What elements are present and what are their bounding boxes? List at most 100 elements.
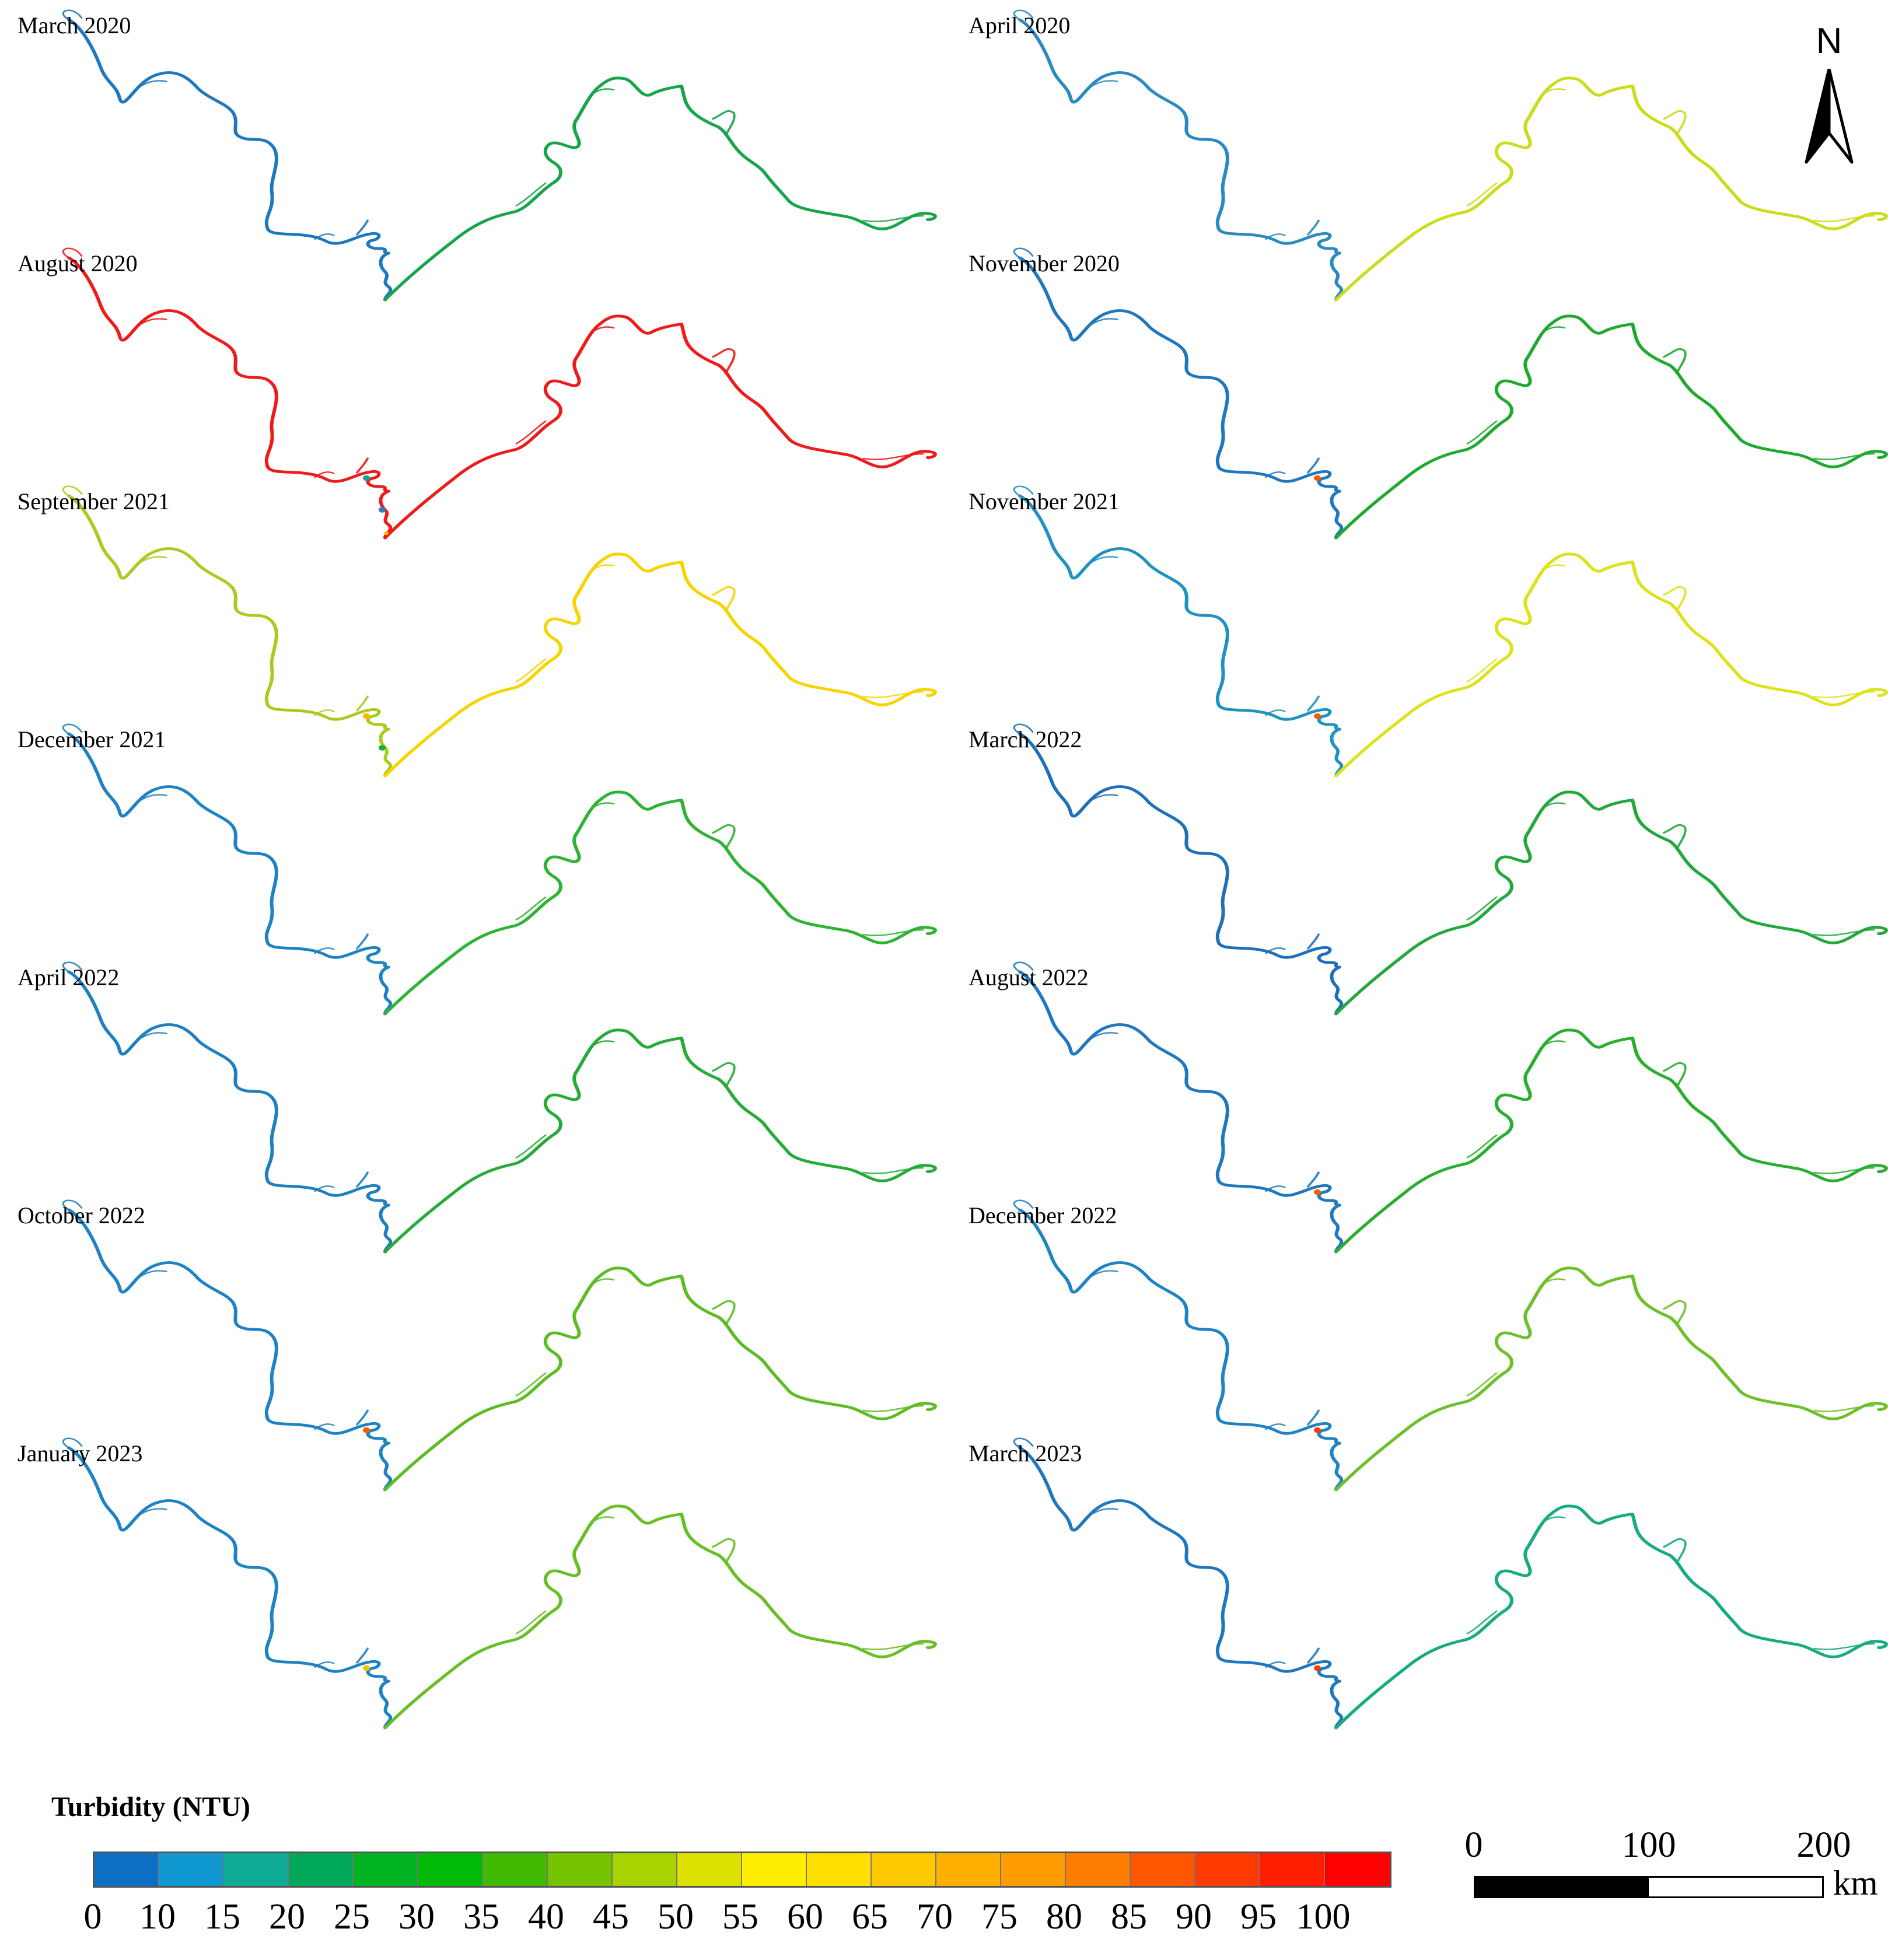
river-turbidity-map bbox=[62, 247, 938, 540]
legend-swatch bbox=[548, 1853, 613, 1886]
river-upstream-segment bbox=[67, 1446, 393, 1730]
river-upstream-tail bbox=[62, 247, 83, 259]
river-upstream-side-channel bbox=[1307, 1171, 1320, 1188]
river-turbidity-map bbox=[1013, 1437, 1889, 1730]
scale-unit: km bbox=[1833, 1864, 1878, 1902]
river-downstream-side-channel bbox=[1466, 1134, 1498, 1158]
turbidity-hotspot bbox=[384, 531, 389, 536]
river-downstream-side-channel bbox=[862, 1643, 924, 1650]
river-downstream-side-channel bbox=[1540, 326, 1566, 334]
legend-swatch bbox=[483, 1853, 548, 1886]
river-upstream-tail bbox=[1013, 9, 1034, 21]
panel-date-label: December 2022 bbox=[969, 1202, 1117, 1228]
legend-swatch bbox=[613, 1853, 677, 1886]
legend-tick-label: 95 bbox=[1240, 1897, 1277, 1937]
river-upstream-side-channel bbox=[314, 1661, 335, 1668]
legend-tick-label: 20 bbox=[269, 1897, 305, 1937]
river-upstream-segment bbox=[67, 494, 393, 778]
river-downstream-segment bbox=[383, 314, 938, 540]
river-upstream-tail bbox=[62, 961, 83, 973]
river-upstream-side-channel bbox=[139, 556, 167, 564]
river-upstream-tail bbox=[1013, 247, 1034, 259]
river-upstream-side-channel bbox=[1265, 1185, 1286, 1192]
scale-bar-white-segment bbox=[1649, 1878, 1822, 1896]
river-downstream-segment bbox=[1334, 76, 1889, 302]
river-upstream-tail bbox=[62, 9, 83, 21]
river-downstream-side-channel bbox=[515, 1134, 547, 1158]
river-downstream-side-channel bbox=[1813, 929, 1875, 936]
river-turbidity-map bbox=[62, 485, 938, 778]
river-turbidity-map bbox=[1013, 485, 1889, 778]
legend-tick-label: 40 bbox=[528, 1897, 564, 1937]
river-downstream-side-channel bbox=[589, 326, 615, 334]
panel-date-label: October 2022 bbox=[18, 1202, 145, 1228]
river-upstream-segment bbox=[1018, 732, 1344, 1016]
river-upstream-tail bbox=[62, 1437, 83, 1449]
river-downstream-side-channel bbox=[1466, 420, 1498, 444]
river-downstream-side-channel bbox=[862, 691, 924, 698]
river-downstream-side-channel bbox=[712, 1538, 736, 1565]
river-downstream-side-channel bbox=[1466, 1610, 1498, 1634]
legend-tick-label: 100 bbox=[1296, 1897, 1351, 1937]
river-upstream-segment bbox=[1018, 970, 1344, 1254]
legend-tick-label: 75 bbox=[981, 1897, 1018, 1937]
river-downstream-side-channel bbox=[515, 420, 547, 444]
river-downstream-side-channel bbox=[1663, 1538, 1687, 1565]
panel-date-label: August 2020 bbox=[18, 250, 138, 276]
river-downstream-side-channel bbox=[1540, 1040, 1566, 1048]
legend-tick-label: 65 bbox=[852, 1897, 888, 1937]
river-turbidity-map bbox=[1013, 1199, 1889, 1492]
river-upstream-side-channel bbox=[314, 947, 335, 954]
scale-tick-100: 100 bbox=[1621, 1825, 1676, 1865]
river-downstream-segment bbox=[1334, 790, 1889, 1016]
river-upstream-segment bbox=[67, 1208, 393, 1492]
river-upstream-side-channel bbox=[1090, 1032, 1118, 1040]
river-upstream-side-channel bbox=[1307, 1647, 1320, 1664]
river-turbidity-map bbox=[62, 723, 938, 1016]
scale-tick-0: 0 bbox=[1464, 1825, 1483, 1865]
legend-swatch bbox=[1066, 1853, 1131, 1886]
scale-bar-black-segment bbox=[1476, 1878, 1649, 1896]
river-downstream-side-channel bbox=[712, 1062, 736, 1089]
river-upstream-tail bbox=[1013, 485, 1034, 497]
river-downstream-side-channel bbox=[712, 110, 736, 137]
river-downstream-side-channel bbox=[515, 896, 547, 921]
river-upstream-side-channel bbox=[1307, 457, 1320, 474]
river-upstream-segment bbox=[1018, 1208, 1344, 1492]
river-downstream-side-channel bbox=[589, 564, 615, 572]
turbidity-legend: Turbidity (NTU) 0 10 15 20 25 30 35 40 45 50 55 60 6… bbox=[47, 1791, 1435, 1948]
river-upstream-segment bbox=[67, 18, 393, 302]
legend-swatch bbox=[936, 1853, 1001, 1886]
river-upstream-side-channel bbox=[1090, 794, 1118, 802]
river-turbidity-map bbox=[1013, 9, 1889, 302]
river-upstream-segment bbox=[67, 256, 393, 540]
river-downstream-side-channel bbox=[1663, 824, 1687, 851]
turbidity-hotspot bbox=[1314, 713, 1321, 719]
river-upstream-side-channel bbox=[356, 695, 369, 712]
turbidity-hotspot bbox=[363, 1665, 370, 1671]
river-downstream-segment bbox=[383, 76, 938, 302]
river-downstream-side-channel bbox=[1466, 658, 1498, 682]
river-upstream-tail bbox=[1013, 961, 1034, 973]
river-upstream-side-channel bbox=[1307, 933, 1320, 950]
river-turbidity-map bbox=[1013, 723, 1889, 1016]
legend-tick-label: 35 bbox=[463, 1897, 499, 1937]
river-upstream-segment bbox=[67, 732, 393, 1016]
river-upstream-side-channel bbox=[139, 1508, 167, 1516]
river-upstream-side-channel bbox=[356, 219, 369, 236]
river-downstream-side-channel bbox=[1813, 1167, 1875, 1174]
scale-bar-graphic bbox=[1474, 1876, 1824, 1898]
map-panel: March 2022 bbox=[951, 714, 1902, 1016]
river-downstream-segment bbox=[383, 1028, 938, 1254]
legend-swatch bbox=[159, 1853, 224, 1886]
river-upstream-side-channel bbox=[139, 1032, 167, 1040]
legend-tick-label: 70 bbox=[917, 1897, 953, 1937]
map-panel: September 2021 bbox=[0, 476, 951, 778]
turbidity-hotspot bbox=[363, 475, 370, 481]
river-turbidity-map bbox=[1013, 961, 1889, 1254]
river-upstream-side-channel bbox=[314, 233, 335, 240]
river-downstream-side-channel bbox=[1663, 586, 1687, 613]
river-downstream-side-channel bbox=[712, 348, 736, 375]
legend-swatch bbox=[418, 1853, 483, 1886]
